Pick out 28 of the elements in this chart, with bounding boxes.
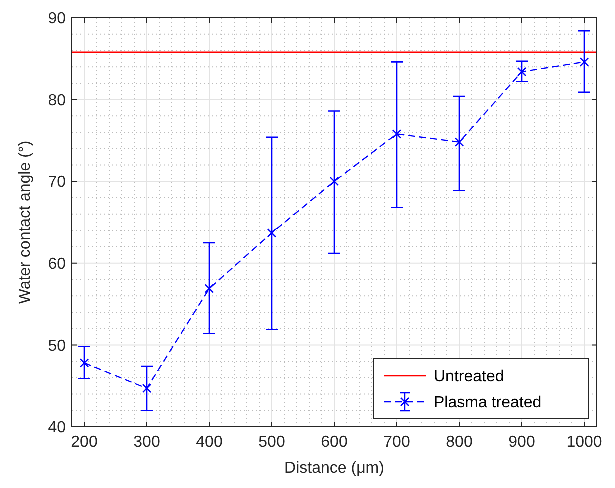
- x-tick-label: 400: [196, 434, 223, 451]
- x-tick-label: 300: [134, 434, 160, 451]
- y-tick-label: 50: [48, 338, 66, 355]
- y-tick-label: 40: [48, 420, 66, 437]
- point: [267, 228, 277, 238]
- point: [454, 138, 464, 147]
- x-tick-label: 1000: [566, 434, 602, 451]
- legend-label: Plasma treated: [434, 394, 542, 412]
- x-tick-label: 800: [446, 434, 473, 451]
- y-tick-label: 70: [48, 174, 66, 192]
- point: [330, 176, 340, 186]
- y-axis-title: Water contact angle (°): [17, 140, 34, 304]
- x-tick-label: 500: [258, 434, 286, 451]
- legend-label: Untreated: [434, 368, 504, 386]
- point: [204, 284, 214, 294]
- point: [517, 67, 527, 77]
- x-tick-label: 900: [508, 434, 536, 451]
- x-tick-label: 200: [71, 434, 98, 451]
- point: [580, 58, 590, 67]
- y-tick-label: 60: [48, 256, 66, 273]
- y-tick-label: 90: [48, 10, 66, 28]
- x-axis-title: Distance (μm): [284, 460, 384, 477]
- point: [142, 384, 152, 394]
- y-tick-label: 80: [48, 92, 66, 110]
- x-tick-label: 700: [384, 434, 410, 451]
- point: [80, 358, 90, 368]
- x-tick-label: 600: [321, 434, 348, 451]
- point: [392, 130, 402, 139]
